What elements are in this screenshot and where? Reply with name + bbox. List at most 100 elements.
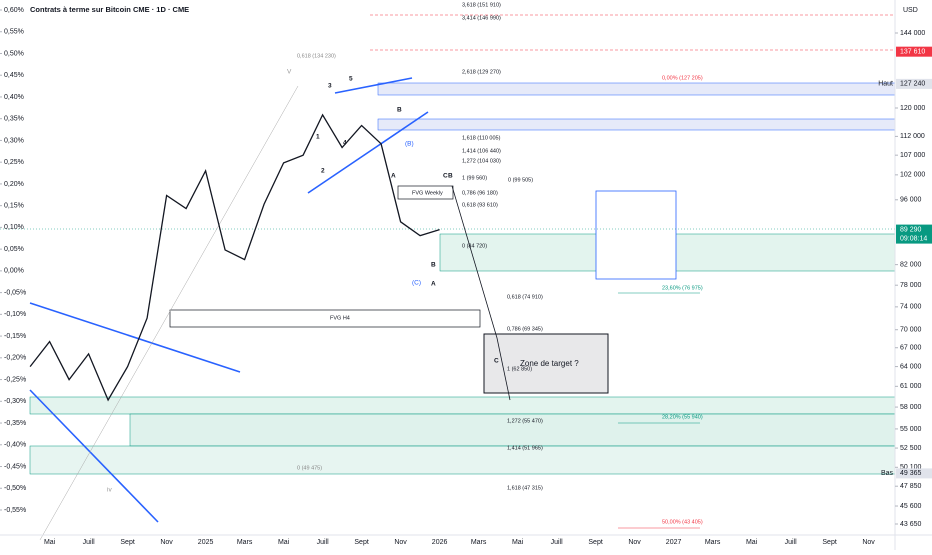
wave-labels: V iv 1 2 3 4 5 A B (B) C B (C) A B C bbox=[107, 69, 499, 494]
wave-label: B bbox=[431, 262, 436, 269]
x-tick-label: 2026 bbox=[432, 539, 448, 546]
trend-lines bbox=[29, 77, 429, 523]
y2-tick-label: -0,25% bbox=[4, 376, 26, 383]
fib-label: 0 (49 475) bbox=[297, 465, 322, 471]
y-tick-label: 50 100 bbox=[900, 464, 922, 471]
price-tag bbox=[896, 468, 932, 479]
wave-label: 1 bbox=[316, 134, 320, 141]
x-tick-label: Juill bbox=[785, 539, 798, 546]
currency: USD bbox=[903, 7, 918, 14]
wave-label: B bbox=[448, 173, 453, 180]
y-tick-label: 43 650 bbox=[900, 521, 922, 528]
fvg-weekly-box bbox=[397, 185, 454, 200]
x-tick-label: Sept bbox=[822, 539, 836, 546]
wave-label: B bbox=[397, 107, 402, 114]
demand-zone bbox=[129, 413, 896, 447]
y2-tick-label: -0,20% bbox=[4, 355, 26, 362]
y-tick-label: 96 000 bbox=[900, 197, 922, 204]
y2-tick-label: -0,55% bbox=[4, 507, 26, 514]
x-tick-label: Nov bbox=[862, 539, 875, 546]
x-tick-label: Sept bbox=[354, 539, 368, 546]
y2-tick-label: 0,10% bbox=[4, 224, 24, 231]
supply-zone bbox=[377, 118, 896, 131]
price-tag bbox=[896, 224, 932, 244]
y-tick-label: 70 000 bbox=[900, 327, 922, 334]
target-zone bbox=[483, 333, 609, 394]
y-tick-label: 67 000 bbox=[900, 345, 922, 352]
y2-tick-label: -0,40% bbox=[4, 442, 26, 449]
fib-label: 0,618 (93 610) bbox=[462, 202, 498, 208]
y2-tick-label: 0,05% bbox=[4, 246, 24, 253]
price-tag-label: 127 240 bbox=[900, 81, 925, 88]
x-tick-label: Mai bbox=[512, 539, 524, 546]
y2-tick-label: -0,05% bbox=[4, 289, 26, 296]
y-tick-label: 102 000 bbox=[900, 172, 925, 179]
y2-tick-label: -0,35% bbox=[4, 420, 26, 427]
trend-line bbox=[307, 111, 429, 194]
y2-tick-label: 0,30% bbox=[4, 137, 24, 144]
annotations: 3,618 (151 910) 3,414 (146 990) 0,618 (1… bbox=[297, 2, 703, 525]
x-tick-label: Mars bbox=[705, 539, 721, 546]
price-tag bbox=[896, 46, 932, 57]
x-tick-label: Mars bbox=[237, 539, 253, 546]
wave-label: (B) bbox=[405, 141, 414, 148]
demand-zone bbox=[29, 445, 896, 475]
x-tick-label: Juill bbox=[83, 539, 96, 546]
y-tick-label: 74 000 bbox=[900, 304, 922, 311]
y2-tick-label: 0,20% bbox=[4, 181, 24, 188]
y-tick-label: 47 850 bbox=[900, 483, 922, 490]
y2-tick-label: 0,40% bbox=[4, 94, 24, 101]
price-tag-label: 137 610 bbox=[900, 49, 925, 56]
wave-label: A bbox=[431, 281, 436, 288]
fib-label: 0,618 (134 230) bbox=[297, 53, 336, 59]
y-tick-label: 107 000 bbox=[900, 152, 925, 159]
y2-tick-label: 0,00% bbox=[4, 268, 24, 275]
y-tick-label: 64 000 bbox=[900, 363, 922, 370]
price-line bbox=[29, 113, 440, 402]
x-tick-label: Mai bbox=[44, 539, 56, 546]
fib-label: 3,414 (146 990) bbox=[462, 15, 501, 21]
y-tick-label: 78 000 bbox=[900, 282, 922, 289]
x-tick-label: Sept bbox=[588, 539, 602, 546]
y2-tick-label: 0,50% bbox=[4, 50, 24, 57]
wave-label: C bbox=[443, 173, 448, 180]
fib-label: 1 (99 560) bbox=[462, 175, 487, 181]
x-tick-label: Mai bbox=[746, 539, 758, 546]
x-tick-label: 2027 bbox=[666, 539, 682, 546]
demand-zone bbox=[29, 396, 896, 415]
y-tick-label: 55 000 bbox=[900, 426, 922, 433]
y2-tick-label: -0,50% bbox=[4, 485, 26, 492]
trend-line bbox=[29, 389, 159, 523]
info-box bbox=[595, 190, 677, 280]
price-tag-note: Bas bbox=[881, 470, 894, 477]
wave-label: A bbox=[391, 173, 396, 180]
x-tick-label: Nov bbox=[628, 539, 641, 546]
fib-label: 50,00% (43 405) bbox=[662, 519, 703, 525]
y2-tick-label: -0,30% bbox=[4, 398, 26, 405]
fib-label: 1,414 (51 965) bbox=[507, 445, 543, 451]
y2-tick-label: 0,15% bbox=[4, 202, 24, 209]
y-tick-label: 82 000 bbox=[900, 261, 922, 268]
fib-label: 1 (62 850) bbox=[507, 366, 532, 372]
y2-tick-label: 0,55% bbox=[4, 29, 24, 36]
wave-label: (C) bbox=[412, 280, 421, 287]
price-tag-label: 49 365 bbox=[900, 470, 922, 477]
y-tick-label: 61 000 bbox=[900, 383, 922, 390]
fib-label: 1,618 (110 005) bbox=[462, 135, 501, 141]
wave-label: C bbox=[494, 358, 499, 365]
y2-tick-label: 0,35% bbox=[4, 116, 24, 123]
fvg-h4-box bbox=[169, 309, 481, 328]
fib-label: 28,20% (55 940) bbox=[662, 414, 703, 420]
price-tag-note: Haut bbox=[878, 81, 893, 88]
x-tick-label: Nov bbox=[160, 539, 173, 546]
wave-label: 4 bbox=[343, 140, 347, 147]
y-tick-label: 58 000 bbox=[900, 404, 922, 411]
fib-label: 0,00% (127 205) bbox=[662, 75, 703, 81]
x-tick-label: Juill bbox=[317, 539, 330, 546]
target-label: Zone de target ? bbox=[520, 359, 579, 368]
trend-line bbox=[29, 302, 241, 373]
y-tick-label: 144 000 bbox=[900, 30, 925, 37]
y2-tick-label: -0,15% bbox=[4, 333, 26, 340]
fib-label: 1,272 (55 470) bbox=[507, 418, 543, 424]
